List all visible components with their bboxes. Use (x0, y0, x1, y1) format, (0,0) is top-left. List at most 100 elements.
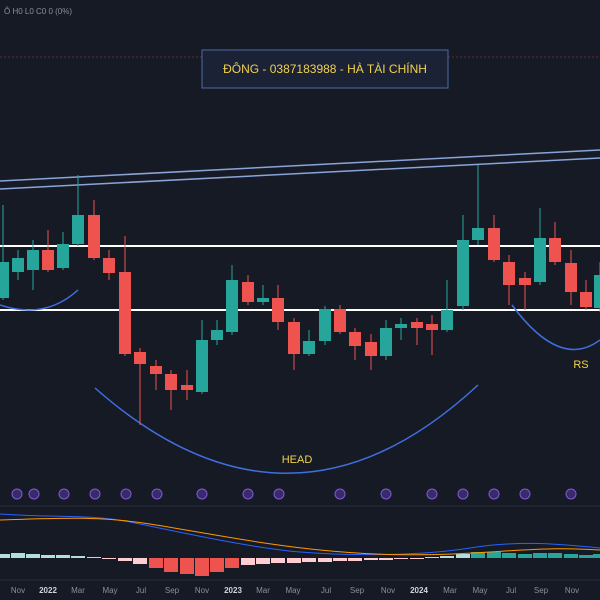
candle-body (349, 332, 361, 346)
macd-histogram-bar (302, 558, 316, 562)
candle-body (242, 282, 254, 302)
time-axis: Nov 2022 Mar May Jul Sep Nov 2023 Mar May Jul Sep No… (11, 586, 579, 595)
macd-histogram-bar (149, 558, 163, 568)
head-arc (94, 384, 479, 474)
candle-body (565, 263, 577, 292)
candle-body (88, 215, 100, 258)
ls-arc (0, 289, 79, 311)
event-icon (273, 488, 285, 500)
time-label: Sep (165, 586, 180, 595)
macd-histogram-bar (256, 558, 270, 564)
event-icon (196, 488, 208, 500)
macd-histogram-bar (102, 558, 116, 559)
channel-line (0, 149, 600, 182)
candle-body (365, 342, 377, 356)
macd-histogram-bar (41, 555, 55, 558)
macd-histogram-bar (195, 558, 209, 576)
time-label: Sep (350, 586, 365, 595)
macd-histogram-bar (225, 558, 239, 568)
macd-histogram-bar (241, 558, 255, 565)
macd-histogram-bar (471, 552, 485, 558)
macd-histogram-bar (11, 553, 25, 558)
candle-body (0, 262, 9, 298)
time-label: 2023 (224, 586, 242, 595)
time-label: Sep (534, 586, 549, 595)
event-icon (426, 488, 438, 500)
time-label: Jul (136, 586, 146, 595)
time-label: May (472, 586, 487, 595)
event-icon (565, 488, 577, 500)
macd-histogram-bar (26, 554, 40, 558)
candle-body (519, 278, 531, 285)
candle-body (594, 275, 600, 308)
candle-body (534, 238, 546, 282)
time-label: May (102, 586, 117, 595)
macd-histogram-bar (487, 552, 501, 558)
time-label: Jul (321, 586, 331, 595)
macd-line (0, 513, 600, 556)
event-icon (334, 488, 346, 500)
macd-histogram-bar (318, 558, 332, 562)
macd-histogram-bar (348, 558, 362, 561)
macd-histogram-bar (271, 558, 285, 563)
candle-body (272, 298, 284, 322)
candle-body (57, 244, 69, 268)
candle-body (426, 324, 438, 330)
macd-histogram-bar (533, 553, 547, 558)
macd-histogram-bar (440, 556, 454, 558)
macd-histogram-bar (71, 556, 85, 558)
time-label: 2024 (410, 586, 428, 595)
macd-histogram-bar (133, 558, 147, 564)
event-icon (488, 488, 500, 500)
candle-body (134, 352, 146, 364)
macd-pane (0, 552, 600, 576)
candle-body (42, 250, 54, 270)
candle-body (457, 240, 469, 306)
time-label: Nov (195, 586, 209, 595)
candle-body (165, 374, 177, 390)
macd-histogram-bar (87, 557, 101, 558)
macd-histogram-bar (425, 557, 439, 558)
event-icon (457, 488, 469, 500)
event-icon (89, 488, 101, 500)
macd-histogram-bar (518, 554, 532, 558)
candle-body (103, 258, 115, 273)
candle-body (395, 324, 407, 328)
time-label: May (285, 586, 300, 595)
candle-body (503, 262, 515, 285)
candles (0, 165, 600, 425)
banner-box (201, 49, 449, 89)
channel-line (0, 157, 600, 190)
candle-body (72, 215, 84, 244)
macd-histogram-bar (56, 555, 70, 558)
event-icon (380, 488, 392, 500)
candle-body (150, 366, 162, 374)
candle-body (12, 258, 24, 272)
macd-histogram-bar (0, 554, 10, 558)
candle-body (319, 309, 331, 341)
candle-body (196, 340, 208, 392)
macd-histogram-bar (564, 554, 578, 558)
macd-histogram-bar (333, 558, 347, 561)
macd-histogram-bar (394, 558, 408, 559)
candle-body (288, 322, 300, 354)
macd-histogram-bar (164, 558, 178, 572)
candle-body (27, 250, 39, 270)
candle-body (380, 328, 392, 356)
candle-body (549, 238, 561, 262)
candle-body (441, 310, 453, 330)
macd-histogram-bar (118, 558, 132, 561)
head-label: HEAD (282, 454, 313, 466)
macd-histogram-bar (364, 558, 378, 560)
banner-text: ĐÔNG - 0387183988 - HÀ TÀI CHÍNH (223, 61, 427, 76)
candle-body (226, 280, 238, 332)
event-icon (58, 488, 70, 500)
event-icon (242, 488, 254, 500)
rs-label: RS (573, 359, 588, 371)
time-label: Jul (506, 586, 516, 595)
macd-histogram-bar (379, 558, 393, 560)
time-label: Nov (565, 586, 579, 595)
candle-body (488, 228, 500, 260)
